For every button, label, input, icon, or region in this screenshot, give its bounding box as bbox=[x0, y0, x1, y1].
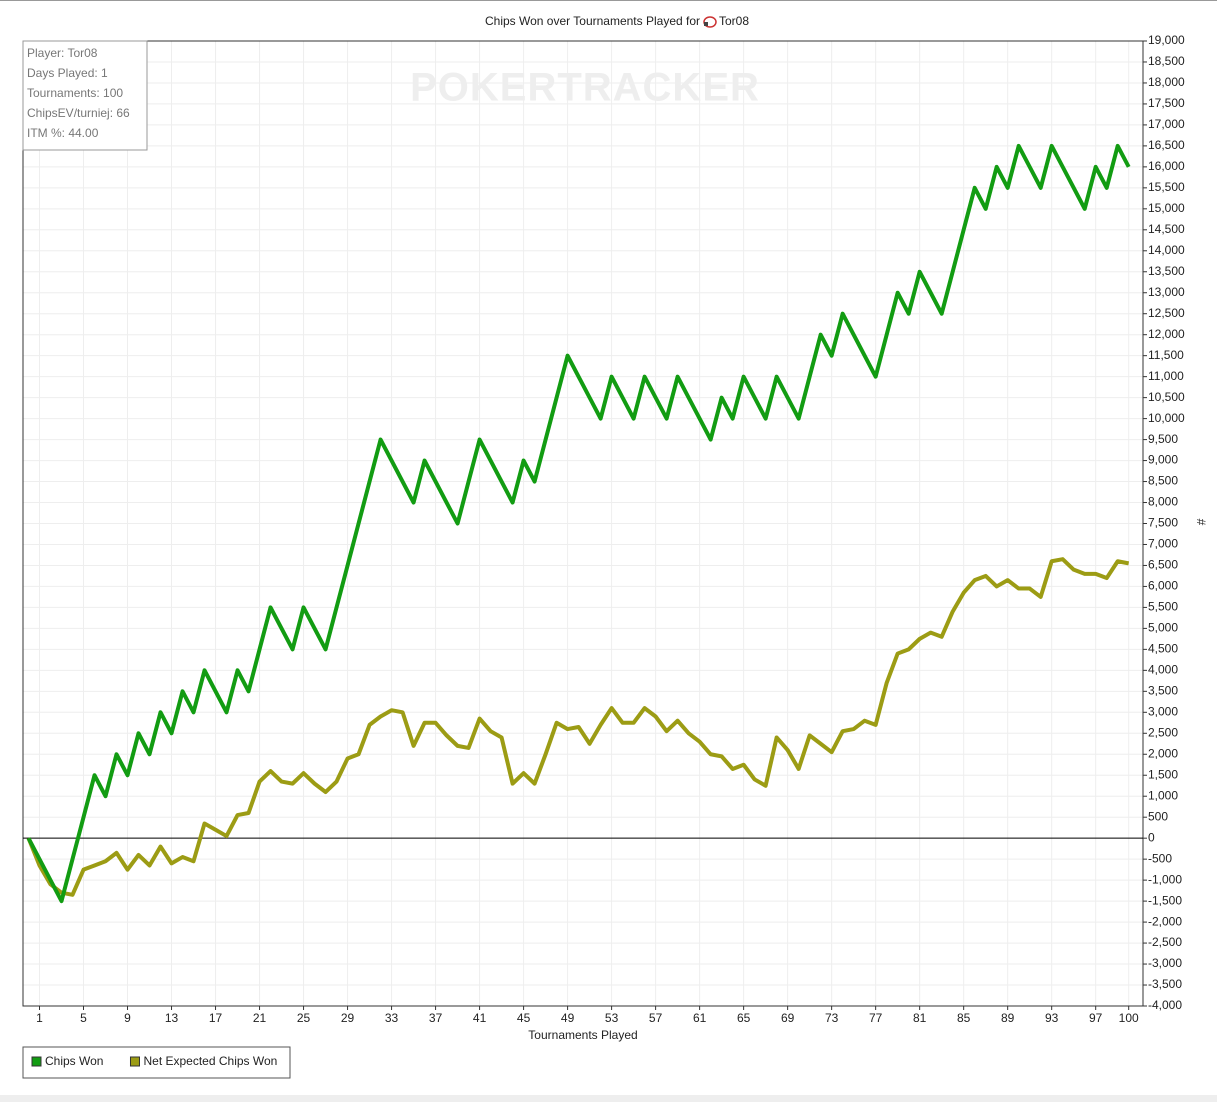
y-tick-label: 14,500 bbox=[1148, 222, 1185, 236]
x-tick-label: 61 bbox=[693, 1011, 707, 1025]
bottom-strip bbox=[0, 1095, 1217, 1102]
y-tick-label: 18,500 bbox=[1148, 54, 1185, 68]
y-tick-label: 5,000 bbox=[1148, 621, 1178, 635]
x-tick-label: 85 bbox=[957, 1011, 971, 1025]
y-tick-label: 7,000 bbox=[1148, 537, 1178, 551]
legend-frame bbox=[22, 1046, 291, 1079]
info-line: Days Played: 1 bbox=[27, 66, 108, 80]
y-tick-label: 19,000 bbox=[1148, 33, 1185, 47]
y-tick-label: 10,500 bbox=[1148, 390, 1185, 404]
y-tick-label: 6,000 bbox=[1148, 579, 1178, 593]
y-tick-label: 0 bbox=[1148, 830, 1155, 844]
y-tick-label: -1,500 bbox=[1148, 893, 1182, 907]
x-tick-label: 69 bbox=[781, 1011, 795, 1025]
y-tick-label: 8,500 bbox=[1148, 474, 1178, 488]
y-tick-label: 11,500 bbox=[1148, 348, 1184, 362]
y-tick-label: 2,500 bbox=[1148, 725, 1178, 739]
y-tick-label: 13,000 bbox=[1148, 285, 1185, 299]
legend-label: Chips Won bbox=[45, 1054, 103, 1068]
player-icon bbox=[703, 16, 717, 28]
info-line: ITM %: 44.00 bbox=[27, 126, 99, 140]
legend: Chips Won Net Expected Chips Won bbox=[22, 1046, 291, 1079]
y-tick-label: 5,500 bbox=[1148, 600, 1178, 614]
y-tick-label: 9,000 bbox=[1148, 453, 1178, 467]
x-tick-label: 57 bbox=[649, 1011, 663, 1025]
x-tick-label: 93 bbox=[1045, 1011, 1059, 1025]
series-line bbox=[26, 557, 1130, 897]
y-tick-label: 13,500 bbox=[1148, 264, 1185, 278]
y-tick-label: 12,000 bbox=[1148, 327, 1185, 341]
x-tick-label: 25 bbox=[297, 1011, 311, 1025]
y-tick-label: -500 bbox=[1148, 851, 1172, 865]
y-tick-label: 6,500 bbox=[1148, 558, 1178, 572]
y-tick-label: 16,500 bbox=[1148, 138, 1185, 152]
y-tick-label: -3,500 bbox=[1148, 977, 1182, 991]
y-tick-label: 2,000 bbox=[1148, 746, 1178, 760]
legend-swatch bbox=[31, 1056, 42, 1067]
y-tick-label: -3,000 bbox=[1148, 956, 1182, 970]
watermark: POKERTRACKER bbox=[410, 66, 760, 110]
x-tick-label: 100 bbox=[1119, 1011, 1139, 1025]
x-tick-label: 97 bbox=[1089, 1011, 1103, 1025]
y-tick-label: 7,500 bbox=[1148, 516, 1178, 530]
y-tick-label: 4,500 bbox=[1148, 642, 1178, 656]
x-tick-label: 37 bbox=[429, 1011, 443, 1025]
y-tick-label: 3,000 bbox=[1148, 704, 1178, 718]
chart-title: Chips Won over Tournaments Played for bbox=[485, 14, 700, 28]
x-tick-label: 41 bbox=[473, 1011, 487, 1025]
y-tick-label: 17,500 bbox=[1148, 96, 1185, 110]
y-tick-label: 1,000 bbox=[1148, 788, 1178, 802]
y-tick-label: 15,500 bbox=[1148, 180, 1185, 194]
info-line: Tournaments: 100 bbox=[27, 86, 123, 100]
y-tick-label: 4,000 bbox=[1148, 663, 1178, 677]
y-tick-label: -1,000 bbox=[1148, 872, 1182, 886]
x-tick-label: 21 bbox=[253, 1011, 267, 1025]
y-tick-label: 1,500 bbox=[1148, 767, 1178, 781]
player-name: Tor08 bbox=[719, 14, 749, 28]
x-tick-label: 65 bbox=[737, 1011, 751, 1025]
info-line: Player: Tor08 bbox=[27, 46, 98, 60]
x-tick-label: 33 bbox=[385, 1011, 399, 1025]
x-tick-label: 13 bbox=[165, 1011, 179, 1025]
legend-label: Net Expected Chips Won bbox=[143, 1054, 277, 1068]
x-tick-label: 29 bbox=[341, 1011, 355, 1025]
y-tick-label: 12,500 bbox=[1148, 306, 1185, 320]
info-box: Player: Tor08 Days Played: 1 Tournaments: … bbox=[22, 40, 148, 151]
x-tick-label: 77 bbox=[869, 1011, 883, 1025]
y-tick-label: 11,000 bbox=[1148, 369, 1184, 383]
y-tick-label: -4,000 bbox=[1148, 998, 1182, 1012]
x-tick-label: 1 bbox=[36, 1011, 43, 1025]
info-box-frame bbox=[22, 40, 148, 151]
y-tick-label: 3,500 bbox=[1148, 683, 1178, 697]
x-tick-label: 5 bbox=[80, 1011, 87, 1025]
y-tick-label: 15,000 bbox=[1148, 201, 1185, 215]
y-tick-label: 17,000 bbox=[1148, 117, 1185, 131]
plot-frame bbox=[22, 40, 1144, 1007]
x-tick-label: 45 bbox=[517, 1011, 531, 1025]
y-tick-label: 18,000 bbox=[1148, 75, 1185, 89]
y-tick-label: 10,000 bbox=[1148, 411, 1185, 425]
y-tick-label: 14,000 bbox=[1148, 243, 1185, 257]
x-tick-label: 9 bbox=[124, 1011, 131, 1025]
x-tick-label: 17 bbox=[209, 1011, 223, 1025]
legend-swatch bbox=[129, 1056, 140, 1067]
y-tick-label: -2,000 bbox=[1148, 914, 1182, 928]
series-line bbox=[26, 143, 1131, 904]
y-tick-label: 9,500 bbox=[1148, 432, 1178, 446]
info-line: ChipsEV/turniej: 66 bbox=[27, 106, 130, 120]
y-tick-label: 16,000 bbox=[1148, 159, 1185, 173]
x-tick-label: 53 bbox=[605, 1011, 619, 1025]
y-axis-title: # bbox=[1194, 519, 1208, 526]
y-tick-label: 8,000 bbox=[1148, 495, 1178, 509]
y-tick-label: -2,500 bbox=[1148, 935, 1182, 949]
x-axis-title: Tournaments Played bbox=[528, 1028, 637, 1042]
x-tick-label: 81 bbox=[913, 1011, 927, 1025]
x-tick-label: 89 bbox=[1001, 1011, 1015, 1025]
x-tick-label: 73 bbox=[825, 1011, 839, 1025]
y-tick-label: 500 bbox=[1148, 809, 1168, 823]
x-tick-label: 49 bbox=[561, 1011, 575, 1025]
